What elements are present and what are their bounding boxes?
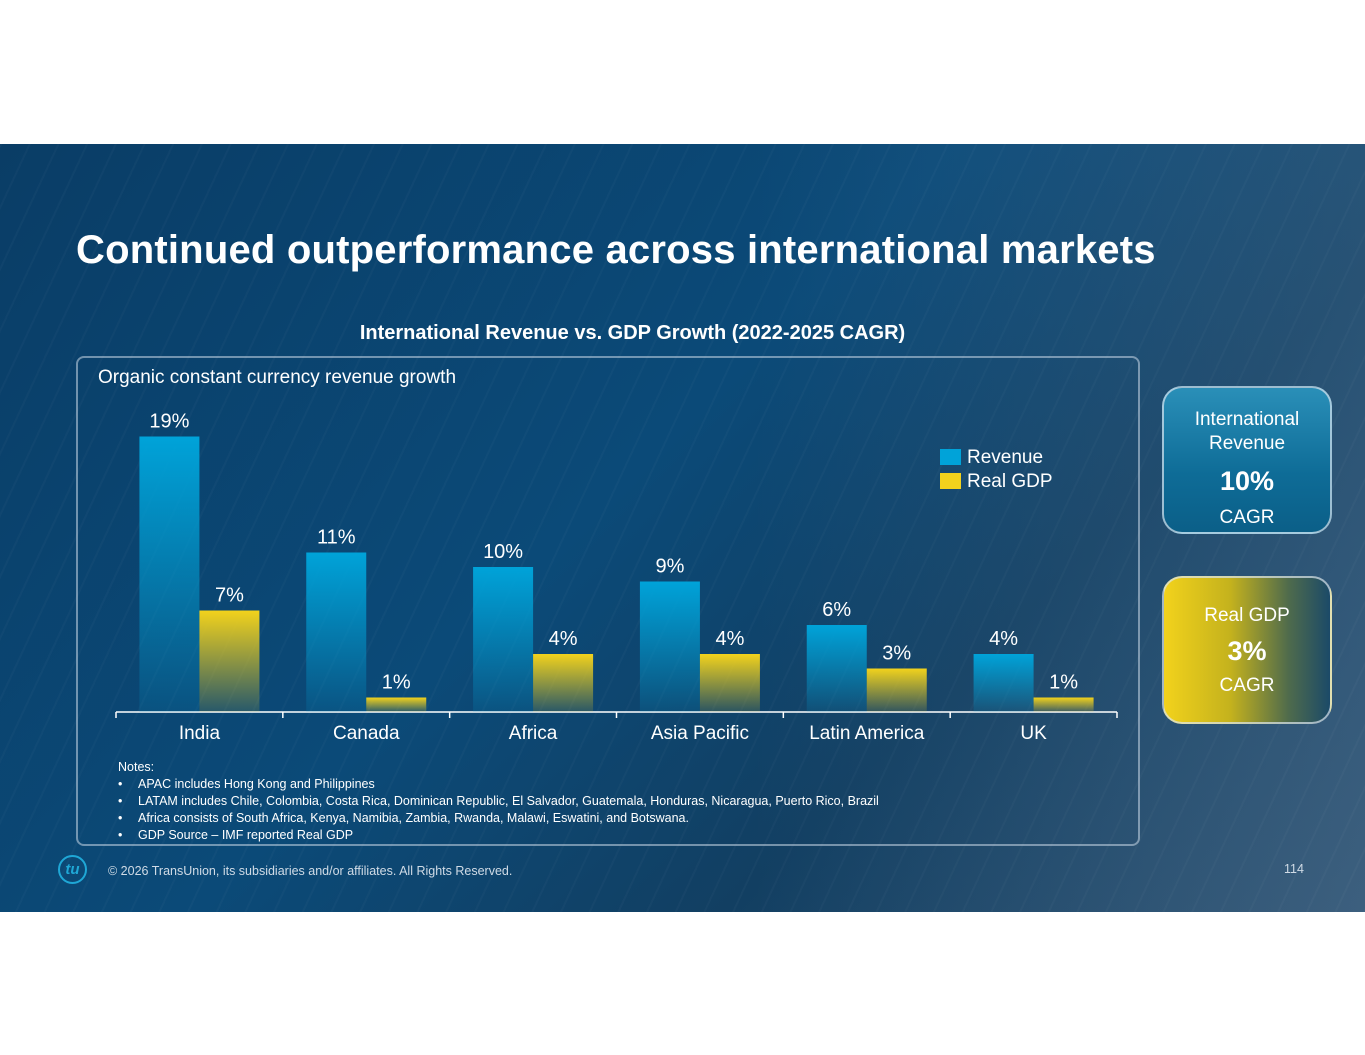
note-item: GDP Source – IMF reported Real GDP [118, 827, 879, 844]
x-tick-label: Latin America [809, 723, 925, 744]
bar-real-gdp [199, 610, 260, 712]
note-item: Africa consists of South Africa, Kenya, … [118, 810, 879, 827]
kpi-value: 3% [1227, 636, 1267, 666]
data-label: 6% [822, 599, 851, 621]
bar-real-gdp [533, 654, 594, 712]
x-tick-label: Canada [333, 723, 400, 744]
x-tick-label: Africa [509, 723, 558, 744]
kpi-sub: CAGR [1219, 507, 1275, 528]
bar-real-gdp [366, 697, 427, 712]
transunion-logo: tu [58, 855, 87, 884]
data-label: 4% [989, 628, 1018, 650]
data-label: 9% [655, 556, 684, 578]
kpi-real-gdp: Real GDP 3% CAGR [1162, 576, 1332, 724]
bar-real-gdp [1033, 697, 1094, 712]
x-tick-label: Asia Pacific [651, 723, 749, 744]
kpi-label-line: International [1194, 409, 1300, 430]
note-item: APAC includes Hong Kong and Philippines [118, 776, 879, 793]
page-title: Continued outperformance across internat… [76, 228, 1156, 272]
kpi-value: 10% [1219, 466, 1275, 496]
chart-subtitle: Organic constant currency revenue growth [98, 367, 457, 388]
kpi-label: International Revenue [1164, 408, 1330, 456]
chart-title: International Revenue vs. GDP Growth (20… [359, 322, 906, 344]
legend-label: Revenue [967, 447, 1043, 468]
bar-revenue [139, 436, 200, 712]
bar-real-gdp [699, 654, 760, 712]
legend-swatch [940, 473, 961, 489]
x-tick-label: UK [1020, 723, 1047, 744]
bar-revenue [806, 625, 867, 712]
bar-revenue [973, 654, 1034, 712]
data-label: 4% [549, 628, 578, 650]
x-tick-label: India [179, 723, 221, 744]
bar-chart: 19% 7% India 11% 1% Canada 10% 4% Africa 9% 4% Asia… [115, 411, 1118, 744]
kpi-label-line: Revenue [1208, 433, 1286, 454]
data-label: 3% [882, 643, 911, 665]
chart-panel [76, 356, 1140, 846]
legend-label: Real GDP [967, 471, 1053, 492]
data-label: 19% [149, 411, 189, 433]
bar-revenue [473, 567, 534, 712]
slide: Continued outperformance across internat… [0, 144, 1365, 912]
copyright: © 2026 TransUnion, its subsidiaries and/… [108, 864, 513, 878]
bar-real-gdp [866, 668, 927, 712]
note-item: LATAM includes Chile, Colombia, Costa Ri… [118, 793, 879, 810]
data-label: 10% [483, 541, 523, 563]
notes: Notes: APAC includes Hong Kong and Phili… [118, 759, 879, 844]
page-number: 114 [1284, 862, 1304, 876]
data-label: 1% [382, 672, 411, 694]
data-label: 1% [1049, 672, 1078, 694]
legend-swatch [940, 449, 961, 465]
bar-revenue [639, 581, 700, 712]
bar-revenue [306, 552, 367, 712]
notes-heading: Notes: [118, 760, 155, 774]
notes-list: APAC includes Hong Kong and Philippines … [118, 776, 879, 844]
kpi-international-revenue: International Revenue 10% CAGR [1162, 386, 1332, 534]
data-label: 4% [715, 628, 744, 650]
kpi-label: Real GDP [1204, 605, 1290, 626]
kpi-sub: CAGR [1219, 675, 1275, 696]
data-label: 11% [317, 527, 356, 549]
data-label: 7% [215, 585, 244, 607]
